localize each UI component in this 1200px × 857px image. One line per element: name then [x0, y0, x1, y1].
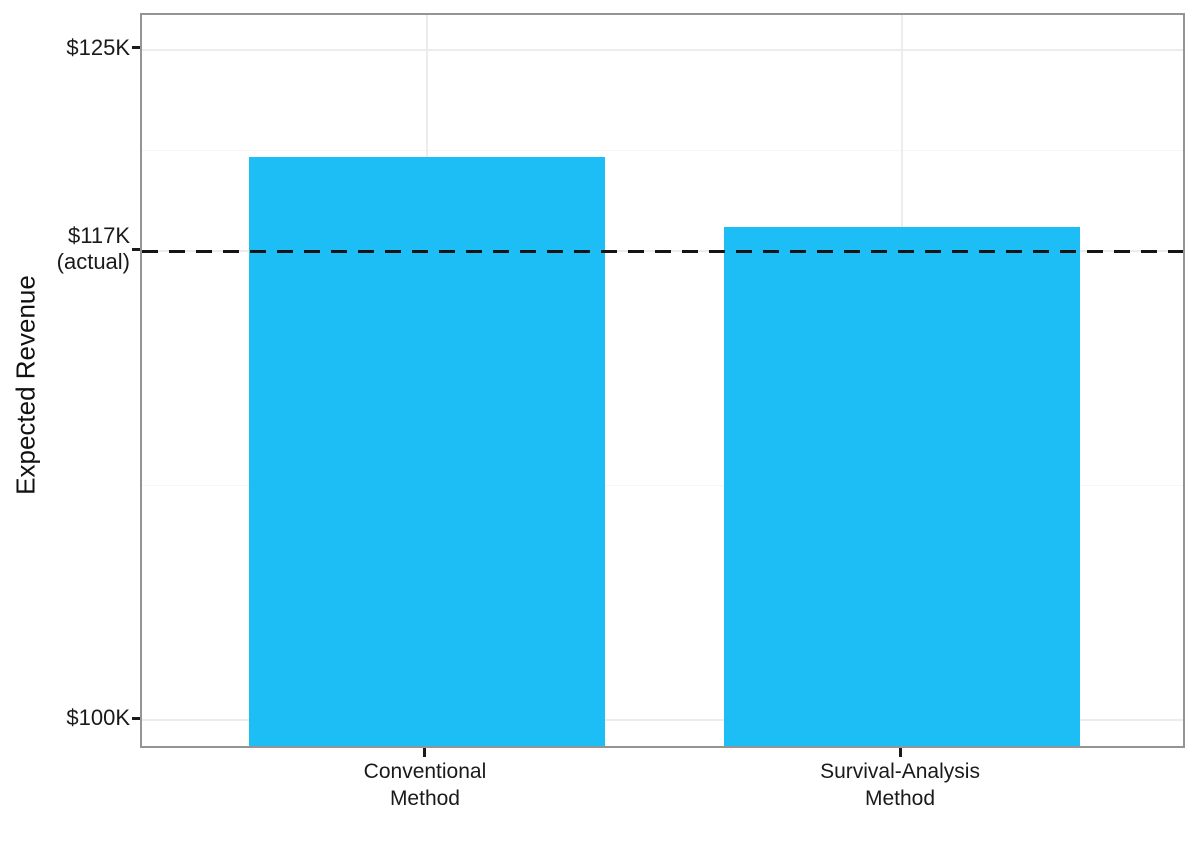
x-category-label: Conventional Method — [363, 760, 487, 810]
y-gridline-minor — [142, 485, 1183, 487]
y-tick-label: $100K — [66, 705, 130, 731]
y-tick-mark — [132, 46, 140, 50]
plot-panel — [140, 13, 1185, 748]
y-axis-title: Expected Revenue — [10, 275, 41, 495]
x-category-label: Survival-Analysis Method — [820, 760, 980, 810]
bar — [724, 226, 1081, 746]
y-gridline-minor — [142, 149, 1183, 151]
y-tick-mark — [132, 716, 140, 720]
y-tick-label: $117K (actual) — [56, 223, 130, 275]
y-gridline-major — [142, 48, 1183, 51]
x-tick-mark — [423, 748, 427, 757]
y-tick-mark — [132, 247, 140, 251]
x-tick-mark — [898, 748, 902, 757]
y-gridline-major — [142, 719, 1183, 722]
bar — [248, 157, 605, 746]
y-tick-label: $125K — [66, 34, 130, 60]
actual-revenue-reference-line — [142, 249, 1183, 253]
